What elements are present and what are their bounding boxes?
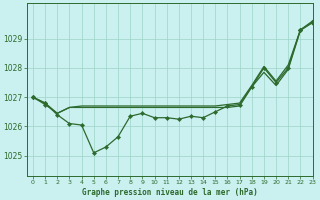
X-axis label: Graphe pression niveau de la mer (hPa): Graphe pression niveau de la mer (hPa) — [82, 188, 258, 197]
